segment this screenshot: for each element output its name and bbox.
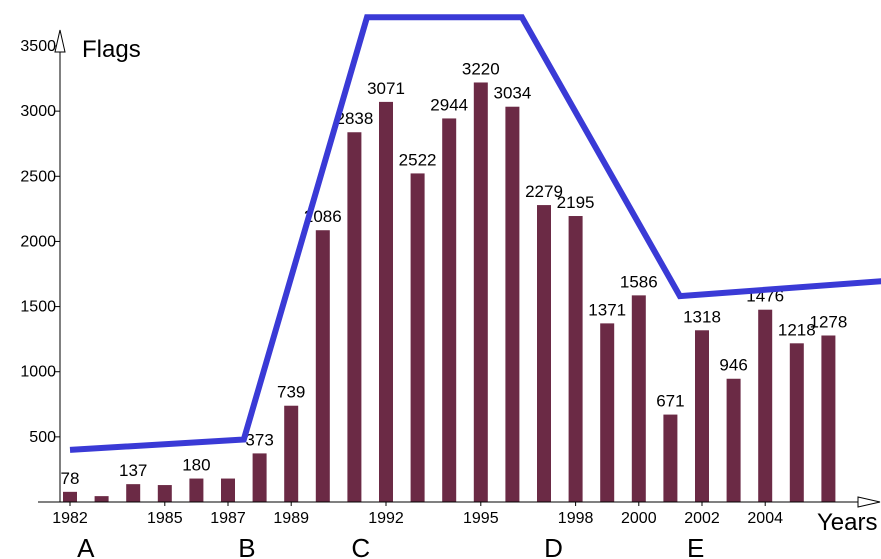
- x-axis-title: Years: [817, 509, 878, 536]
- phase-label-group: A B C D E: [77, 533, 704, 559]
- bar: [695, 330, 709, 502]
- x-tick-label: 1987: [210, 510, 246, 527]
- bar-data-label: 1371: [588, 300, 626, 319]
- bar-data-label: 1586: [620, 272, 658, 291]
- phase-label: E: [687, 533, 704, 559]
- phase-label: D: [544, 533, 563, 559]
- x-tick-label: 1989: [273, 510, 309, 527]
- x-tick-label: 1995: [463, 510, 499, 527]
- x-tick-label: 2004: [747, 510, 783, 527]
- y-tick-label: 2500: [20, 168, 56, 185]
- bar-data-label: 2086: [304, 207, 342, 226]
- bar-data-label: 3034: [493, 84, 531, 103]
- x-tick-label: 2000: [621, 510, 657, 527]
- y-tick-label: 1500: [20, 299, 56, 316]
- bar: [157, 485, 172, 502]
- bar-data-label: 1278: [809, 312, 847, 331]
- bar: [347, 132, 362, 502]
- x-tick-label: 1985: [147, 510, 183, 527]
- bar-data-label: 2944: [430, 95, 468, 114]
- bar: [600, 323, 615, 502]
- x-tick-label: 1998: [558, 510, 594, 527]
- bar-data-label: 2195: [557, 193, 595, 212]
- y-tick-label: 2000: [20, 233, 56, 250]
- data-label-group: 78 137 180 373 739 2086 2838 3071 2522 2944 3220 30…: [61, 59, 848, 487]
- bar-data-label: 180: [182, 456, 210, 475]
- bar: [410, 173, 425, 502]
- axes: [38, 29, 881, 508]
- x-tick-label: 1982: [52, 510, 88, 527]
- bar-data-label: 1218: [778, 320, 816, 339]
- bar: [189, 478, 204, 502]
- bar: [221, 478, 235, 502]
- bar: [726, 378, 741, 502]
- bar: [568, 216, 583, 502]
- x-tick-group: 1982 1985 1987 1989 1992 1995 1998 2000 2002 2004: [52, 502, 783, 527]
- bar-group: [63, 82, 836, 503]
- bar: [379, 101, 393, 502]
- bar: [473, 82, 488, 502]
- y-tick-label: 1000: [20, 364, 56, 381]
- bar-data-label: 3220: [462, 59, 500, 78]
- x-tick-label: 2002: [684, 510, 720, 527]
- bar: [284, 405, 299, 502]
- bar-data-label: 2279: [525, 182, 563, 201]
- trend-line: [69, 14, 881, 453]
- bar-data-label: 671: [656, 392, 684, 411]
- x-tick-label: 1992: [368, 510, 404, 527]
- y-tick-label: 500: [29, 429, 56, 446]
- bar-data-label: 2838: [335, 109, 373, 128]
- bar-data-label: 739: [277, 383, 305, 402]
- x-axis-arrow: [857, 496, 881, 508]
- bar: [631, 295, 646, 502]
- bar-data-label: 2522: [399, 150, 437, 169]
- bar-data-label: 373: [245, 430, 273, 449]
- y-tick-group: 500 1000 1500 2000 2500 3000 3500: [20, 38, 60, 446]
- bar-data-label: 137: [119, 461, 147, 480]
- bar-data-label: 3071: [367, 79, 405, 98]
- bar: [663, 414, 678, 502]
- bar: [789, 343, 804, 502]
- bar: [537, 205, 551, 502]
- y-axis-arrow: [54, 29, 66, 53]
- phase-label: A: [77, 533, 95, 559]
- phase-label: B: [238, 533, 255, 559]
- bar-data-label: 946: [719, 356, 747, 375]
- bar: [821, 335, 836, 502]
- bar: [315, 230, 330, 502]
- y-axis-title: Flags: [82, 36, 141, 63]
- bar: [442, 118, 457, 503]
- bar: [758, 309, 773, 502]
- y-tick-label: 3000: [20, 103, 56, 120]
- bar: [63, 491, 77, 502]
- bar-data-label: 78: [61, 469, 80, 488]
- bar: [252, 453, 267, 502]
- bar-data-label: 1318: [683, 307, 721, 326]
- bar: [126, 484, 141, 502]
- trend-line-group: [69, 14, 881, 453]
- y-tick-label: 3500: [20, 38, 56, 55]
- bar: [94, 496, 109, 502]
- bar: [505, 106, 520, 503]
- phase-label: C: [351, 533, 370, 559]
